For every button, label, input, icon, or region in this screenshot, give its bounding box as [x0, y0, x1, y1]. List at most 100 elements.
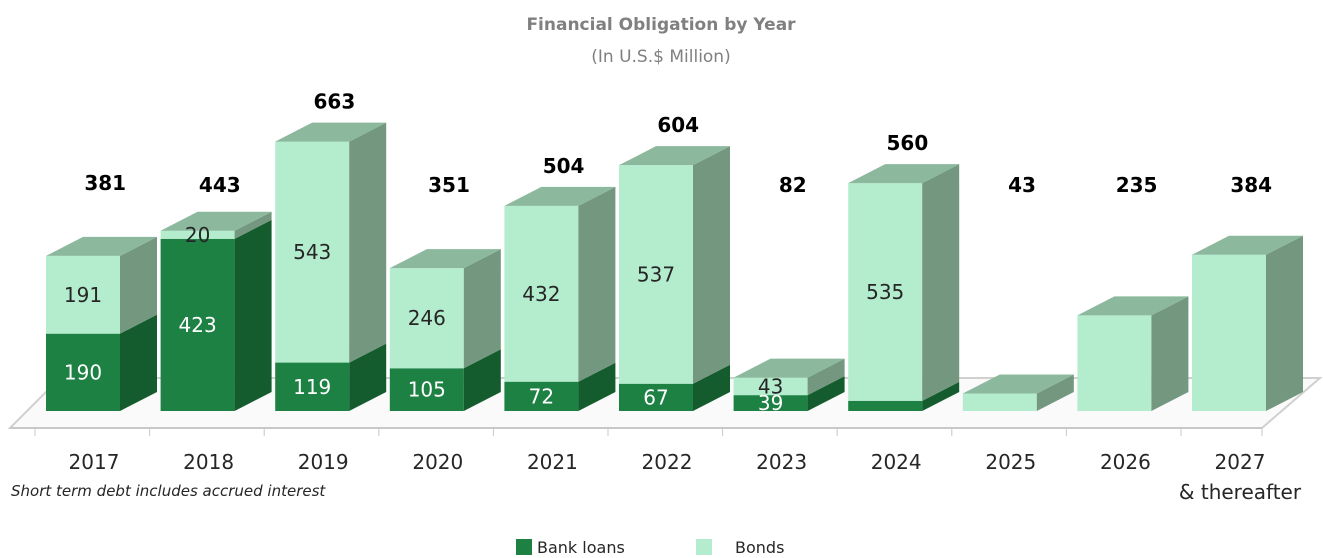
bar-bonds-2022: [619, 165, 693, 384]
bar-side-2019: [349, 122, 387, 363]
bar-bonds-2025: [962, 393, 1037, 411]
bar-stack-2022: 67 537 604: [619, 113, 730, 411]
total-label: 43: [1008, 173, 1036, 197]
legend: Bank loans Bonds: [516, 538, 784, 557]
total-label: 381: [84, 171, 126, 195]
value-label: 423: [179, 313, 217, 337]
category-label: 2020: [412, 450, 463, 474]
bar-bank-loans-2019: [275, 362, 350, 411]
legend-label: Bank loans: [537, 538, 625, 557]
legend-label: Bonds: [735, 538, 784, 557]
bar-side-2021: [578, 186, 616, 382]
bar-stack-2025: 43: [962, 173, 1074, 411]
legend-item-bonds: Bonds: [696, 538, 784, 557]
category-label: 2026: [1100, 450, 1151, 474]
total-label: 443: [199, 173, 241, 197]
category-label: 2027: [1215, 450, 1266, 474]
bar-top-2017: [46, 236, 157, 256]
footnote: Short term debt includes accrued interes…: [11, 482, 326, 500]
bar-bank-loans-2018: [160, 238, 235, 411]
category-label: 2018: [183, 450, 234, 474]
bar-bonds-2024: [848, 183, 923, 401]
legend-swatch: [516, 539, 532, 555]
total-label: 560: [887, 131, 929, 155]
bar-side-2027: [1266, 235, 1303, 411]
bar-top-2025: [962, 374, 1074, 394]
value-label: 190: [64, 360, 102, 384]
bar-stack-2027: 384: [1192, 173, 1303, 411]
category-label: 2019: [298, 450, 349, 474]
category-label: 2021: [527, 450, 578, 474]
category-axis: 2017 2018 2019 2020 2021 2022 2023 2024 2025 2026…: [34, 428, 1302, 504]
bar-side-2019: [349, 343, 387, 411]
bar-stack-2021: 72 432 504: [504, 154, 616, 411]
bar-side-2022: [693, 146, 730, 384]
bar-stack-2018: 423 20 443: [160, 173, 272, 411]
bar-top-2023: [733, 358, 845, 378]
bar-bonds-2017: [46, 255, 120, 334]
bar-bank-loans-2023: [733, 395, 808, 411]
bar-bonds-2019: [275, 141, 350, 363]
bar-stack-2017: 190 191 381: [46, 171, 157, 411]
bar-bank-loans-2021: [504, 381, 579, 411]
category-label: 2017: [69, 450, 120, 474]
bar-side-2025: [1036, 374, 1074, 411]
value-label: 432: [522, 282, 560, 306]
total-label: 384: [1230, 173, 1272, 197]
bar-side-2023: [807, 358, 845, 396]
value-label: 246: [408, 306, 446, 330]
bar-stack-2020: 105 246 351: [389, 173, 501, 411]
total-label: 351: [428, 173, 470, 197]
bar-top-2022: [619, 146, 730, 166]
bar-side-2023: [807, 376, 845, 411]
bar-bank-loans-2020: [389, 368, 464, 411]
value-label: 20: [185, 223, 210, 247]
chart-subtitle: (In U.S.$ Million): [591, 47, 730, 67]
bar-side-2017: [120, 314, 157, 411]
bar-top-2019: [275, 122, 387, 142]
chart-title: Financial Obligation by Year: [526, 15, 796, 35]
bar-side-2020: [463, 349, 501, 411]
category-label: 2022: [642, 450, 693, 474]
category-label: 2024: [871, 450, 922, 474]
value-label: 105: [408, 378, 446, 402]
total-label: 604: [657, 113, 699, 137]
bar-side-2018: [234, 219, 272, 411]
value-label: 535: [866, 280, 904, 304]
bar-stack-2026: 235: [1077, 173, 1189, 411]
bar-top-2018: [160, 211, 272, 231]
bar-side-2024: [922, 381, 960, 411]
bar-side-2017: [120, 236, 157, 334]
value-label: 119: [293, 375, 331, 399]
value-label: 43: [758, 374, 783, 398]
value-label: 67: [643, 385, 668, 409]
bar-bank-loans-2017: [46, 333, 120, 411]
bar-top-2026: [1077, 296, 1189, 316]
bar-bank-loans-2022: [619, 383, 693, 411]
category-label: 2023: [756, 450, 807, 474]
bar-bonds-2020: [389, 268, 464, 369]
bar-side-2018: [234, 211, 272, 239]
total-label: 504: [543, 154, 585, 178]
bar-stack-2024: 535 560: [848, 131, 960, 411]
total-label: 663: [314, 90, 356, 114]
bar-bonds-2026: [1077, 315, 1152, 411]
legend-swatch: [696, 539, 712, 555]
bar-side-2024: [922, 164, 960, 401]
category-sublabel: & thereafter: [1179, 480, 1302, 504]
bar-side-2021: [578, 362, 616, 411]
value-label: 537: [637, 262, 675, 286]
legend-item-bank-loans: Bank loans: [516, 538, 625, 557]
value-label: 72: [529, 384, 554, 408]
bar-bonds-2027: [1192, 254, 1266, 411]
bar-side-2026: [1151, 296, 1189, 411]
bars-group: 1901913814232044311954366310524635172432…: [46, 90, 1303, 415]
bar-side-2022: [693, 364, 730, 411]
bar-bonds-2021: [504, 205, 579, 382]
bar-bonds-2023: [733, 377, 808, 396]
value-label: 191: [64, 283, 102, 307]
bar-stack-2019: 119 543 663: [275, 90, 387, 411]
bar-top-2027: [1192, 235, 1303, 255]
